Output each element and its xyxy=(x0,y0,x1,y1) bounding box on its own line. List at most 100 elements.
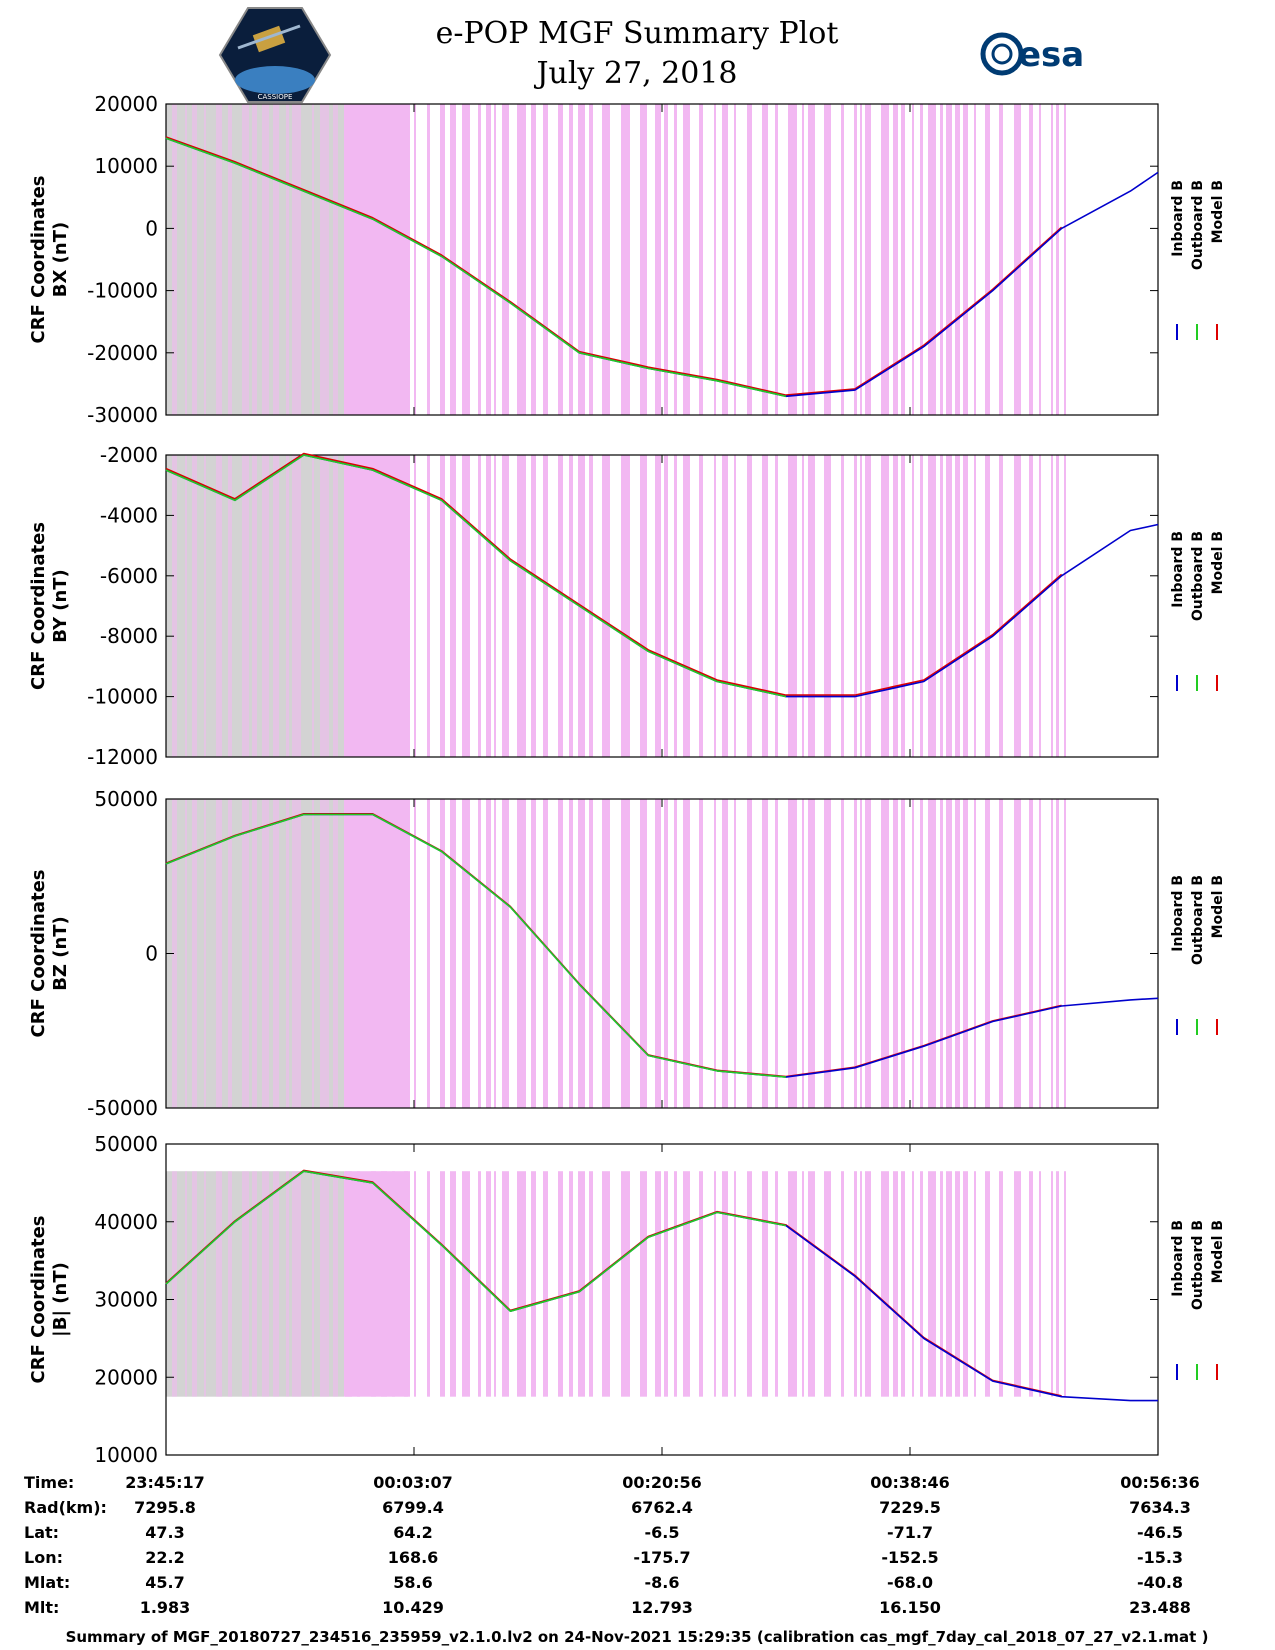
flag-stripe xyxy=(242,799,249,1108)
flag-stripe xyxy=(312,455,314,757)
flag-stripe xyxy=(345,104,352,415)
flag-stripe xyxy=(543,1171,548,1397)
y-axis-label-line: BY (nT) xyxy=(50,569,71,643)
flag-stripe xyxy=(273,799,279,1108)
flag-stripe xyxy=(865,1171,871,1397)
flag-stripe xyxy=(674,799,677,1108)
row-label-mlt: Mlt: xyxy=(24,1598,59,1617)
flag-stripe xyxy=(333,455,338,757)
flag-stripe xyxy=(722,104,728,415)
flag-stripe xyxy=(664,455,668,757)
flag-stripe xyxy=(808,455,815,757)
ephemeris-cell: 1.983 xyxy=(140,1598,191,1617)
page-title: e-POP MGF Summary Plot xyxy=(436,16,839,51)
flag-stripe xyxy=(462,455,470,757)
flag-stripe xyxy=(578,799,585,1108)
esa-logo-text: esa xyxy=(1018,35,1084,75)
flag-stripe xyxy=(602,1171,610,1397)
flag-stripe xyxy=(955,104,960,415)
flag-stripe xyxy=(414,104,416,415)
flag-stripe xyxy=(192,1171,197,1397)
flag-shading xyxy=(166,455,1066,757)
flag-stripe xyxy=(333,799,338,1108)
panel-1: 20000 10000 0 -10000 -20000 -30000 CRF Coordin… xyxy=(28,92,1226,427)
ephemeris-column: 00:38:46 7229.5 -71.7 -152.5 -68.0 16.15… xyxy=(870,1473,950,1617)
flag-stripe xyxy=(427,1171,430,1397)
flag-stripe xyxy=(381,455,387,757)
flag-stripe xyxy=(486,455,491,757)
flag-stripe xyxy=(762,799,768,1108)
flag-stripe xyxy=(494,1171,496,1397)
flag-stripe xyxy=(216,455,222,757)
flag-stripe xyxy=(674,104,677,415)
flag-stripe xyxy=(1051,455,1053,757)
flag-stripe xyxy=(589,455,593,757)
flag-stripe xyxy=(1051,1171,1053,1397)
flag-stripe xyxy=(860,455,862,757)
ephemeris-cell: -40.8 xyxy=(1137,1573,1183,1592)
flag-stripe xyxy=(901,799,905,1108)
flag-stripe xyxy=(286,799,289,1108)
flag-stripe xyxy=(312,104,314,415)
flag-stripe xyxy=(292,799,301,1108)
flag-stripe xyxy=(216,799,222,1108)
flag-stripe xyxy=(683,455,690,757)
flag-stripe xyxy=(320,104,329,415)
flag-stripe xyxy=(912,799,914,1108)
flag-stripe xyxy=(881,455,889,757)
flag-stripe xyxy=(450,799,456,1108)
y-tick-label: -50000 xyxy=(87,1096,158,1120)
flag-stripe xyxy=(985,799,990,1108)
flag-stripe xyxy=(901,455,905,757)
flag-stripe xyxy=(1051,104,1053,415)
flag-stripe xyxy=(747,455,752,757)
flag-stripe xyxy=(974,455,976,757)
flag-stripe xyxy=(928,455,936,757)
ephemeris-cell: 7295.8 xyxy=(134,1498,196,1517)
flag-stripe xyxy=(242,455,249,757)
flag-stripe xyxy=(569,1171,573,1397)
flag-stripe xyxy=(357,104,360,415)
flag-stripe xyxy=(999,1171,1003,1397)
flag-stripe xyxy=(381,1171,387,1397)
magenta-shade-region xyxy=(344,799,410,1108)
flag-stripe xyxy=(228,455,232,757)
flag-stripe xyxy=(228,799,232,1108)
flag-shading xyxy=(166,799,1066,1108)
plot-date: July 27, 2018 xyxy=(533,56,737,91)
ephemeris-cell: -46.5 xyxy=(1137,1523,1183,1542)
flag-stripe xyxy=(674,455,677,757)
flag-stripe xyxy=(371,455,376,757)
flag-stripe xyxy=(333,1171,338,1397)
flag-stripe xyxy=(357,455,360,757)
flag-stripe xyxy=(392,455,395,757)
flag-stripe xyxy=(252,104,257,415)
flag-stripe xyxy=(946,104,952,415)
flag-stripe xyxy=(699,455,703,757)
flag-stripe xyxy=(262,455,269,757)
flag-stripe xyxy=(414,455,416,757)
flag-stripe xyxy=(674,1171,677,1397)
legend-label: Outboard B xyxy=(1190,1220,1206,1310)
flag-stripe xyxy=(478,455,481,757)
flag-stripe xyxy=(946,799,952,1108)
flag-stripe xyxy=(486,1171,491,1397)
flag-stripe xyxy=(569,799,573,1108)
flag-stripe xyxy=(320,455,329,757)
row-label-rad: Rad(km): xyxy=(24,1498,107,1517)
flag-stripe xyxy=(252,799,257,1108)
flag-stripe xyxy=(841,799,844,1108)
y-tick-label: -10000 xyxy=(87,279,158,303)
legend-label: Model B xyxy=(1210,180,1226,243)
flag-stripe xyxy=(478,1171,481,1397)
flag-stripe xyxy=(404,799,408,1108)
flag-stripe xyxy=(392,799,395,1108)
flag-stripe xyxy=(974,1171,976,1397)
flag-stripe xyxy=(714,1171,716,1397)
ephemeris-cell: 00:56:36 xyxy=(1120,1473,1200,1492)
flag-stripe xyxy=(1029,455,1033,757)
ephemeris-cell: -68.0 xyxy=(887,1573,933,1592)
y-tick-label: 0 xyxy=(145,216,158,240)
flag-stripe xyxy=(333,104,338,415)
flag-stripe xyxy=(963,455,968,757)
